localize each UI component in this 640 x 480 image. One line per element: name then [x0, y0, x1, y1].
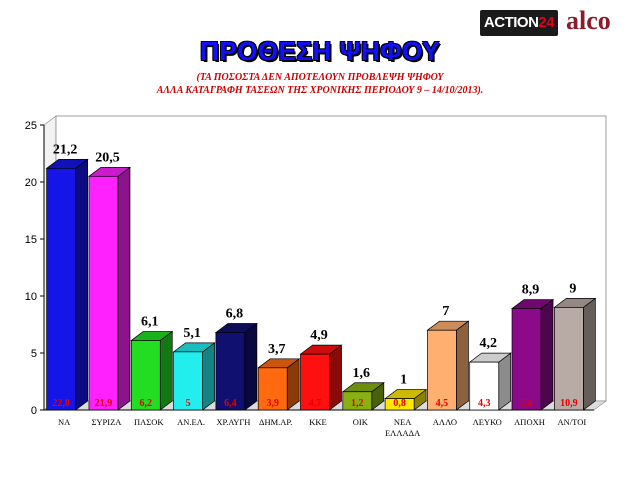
bar-value-label: 4,9 [310, 328, 328, 343]
bar [384, 398, 415, 411]
category-label: ΕΛΛΑΔΑ [385, 428, 421, 438]
bar [173, 351, 203, 411]
bar-previous-label: 21,9 [95, 398, 113, 409]
bar-previous-label: 1,2 [351, 398, 364, 409]
bar-value-label: 4,2 [479, 336, 497, 351]
y-tick-label: 10 [25, 291, 37, 303]
bar [257, 367, 288, 411]
y-tick-label: 25 [25, 120, 37, 132]
chart-title: ΠΡΟΘΕΣΗ ΨΗΦΟΥ [199, 36, 440, 66]
category-label: ΛΕΥΚΟ [473, 417, 502, 427]
bar [130, 340, 161, 411]
category-label: ΠΑΣΟΚ [134, 417, 164, 427]
bar-value-label: 20,5 [95, 150, 120, 165]
category-label: ΣΥΡΙΖΑ [91, 417, 122, 427]
bar [342, 391, 373, 411]
bar-value-label: 6,1 [141, 314, 159, 329]
bar-previous-label: 5 [186, 398, 191, 409]
bar-previous-label: 22,8 [52, 398, 70, 409]
bar [427, 329, 457, 411]
bar-side [456, 320, 469, 411]
y-tick-label: 5 [31, 348, 37, 360]
bar-value-label: 1 [400, 373, 407, 388]
bar [511, 308, 542, 411]
bar-side [329, 344, 342, 411]
bar-value-label: 21,2 [53, 142, 78, 157]
bar-value-label: 9 [569, 281, 576, 296]
category-label: ΚΚΕ [309, 417, 326, 427]
alco-logo: alco [566, 6, 611, 35]
bar [46, 167, 77, 411]
bar-side [159, 330, 173, 411]
bar-side [498, 352, 512, 411]
bar-previous-label: 4,7 [309, 398, 322, 409]
bar-value-label: 1,6 [353, 366, 371, 381]
action24-logo: ACTION24 [480, 10, 558, 36]
category-label: ΑΛΛΟ [433, 417, 457, 427]
bar-previous-label: 6,4 [224, 398, 237, 409]
bar [300, 353, 330, 411]
bar-side [244, 322, 258, 411]
bar-previous-label: 7,4 [520, 398, 533, 409]
category-label: ΑΝ/ΤΟΙ [558, 417, 587, 427]
chart-subtitle-line2: ΑΛΛΑ ΚΑΤΑΓΡΑΦΗ ΤΑΣΕΩΝ ΤΗΣ ΧΡΟΝΙΚΗΣ ΠΕΡΙΟ… [156, 85, 484, 96]
bar-side [117, 166, 131, 411]
bar-value-label: 6,8 [226, 306, 244, 321]
y-tick-label: 20 [25, 177, 37, 189]
bar-side [75, 158, 89, 411]
bar-previous-label: 10,9 [560, 398, 578, 409]
bar-side [540, 298, 554, 411]
bar-previous-label: 6,2 [140, 398, 153, 409]
category-label: ΝΕΑ [394, 417, 412, 427]
bar-previous-label: 3,9 [266, 398, 279, 409]
bar [553, 307, 584, 411]
category-label: ΝΑ [58, 417, 71, 427]
bar-value-label: 7 [442, 304, 449, 319]
category-label: ΔΗΜ.ΑΡ. [259, 417, 292, 427]
category-label: ΟΙΚ [353, 417, 369, 427]
bar-side [202, 342, 215, 411]
bar [88, 175, 119, 411]
chart-subtitle-line1: (ΤΑ ΠΟΣΟΣΤΑ ΔΕΝ ΑΠΟΤΕΛΟΥΝ ΠΡΟΒΛΕΨΗ ΨΗΦΟΥ [196, 72, 444, 83]
y-tick-label: 0 [31, 405, 37, 417]
category-label: ΧΡ.ΑΥΓΗ [216, 417, 250, 427]
y-tick-label: 15 [25, 234, 37, 246]
bar-previous-label: 4,3 [478, 398, 491, 409]
bar-value-label: 8,9 [522, 283, 540, 298]
category-label: ΑΝ.ΕΛ. [177, 417, 205, 427]
bar-previous-label: 0,8 [393, 398, 406, 409]
bar-value-label: 5,1 [183, 326, 201, 341]
bar-side [582, 297, 596, 411]
bar [469, 361, 500, 411]
bar [215, 332, 246, 411]
bar-previous-label: 4,5 [436, 398, 449, 409]
category-label: ΑΠΟΧΗ [514, 417, 545, 427]
bar-value-label: 3,7 [268, 342, 286, 357]
